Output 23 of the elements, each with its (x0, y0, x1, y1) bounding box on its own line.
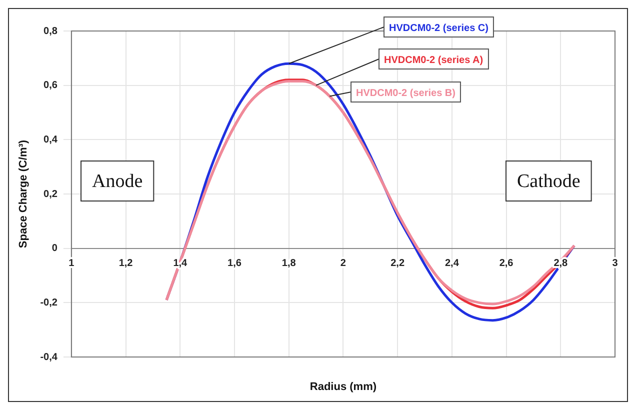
y-tick-label: 0,2 (44, 188, 58, 200)
x-tick-label: 2,2 (390, 258, 405, 270)
x-tick-label: 2,4 (444, 258, 460, 270)
y-tick-label: 0,8 (44, 26, 58, 37)
text: HVDCM0-2 (series C) (389, 22, 488, 34)
text: HVDCM0-2 (series A) (384, 54, 484, 66)
annotation: Cathode (517, 170, 580, 192)
x-tick-label: 1,8 (282, 258, 296, 270)
annotation: Anode (92, 170, 143, 192)
x-tick-label: 1,6 (228, 258, 242, 270)
y-axis-title: Space Charge (C/m³) (18, 140, 30, 248)
x-tick-label: 2 (340, 258, 346, 270)
y-tick-label: 0,4 (44, 134, 58, 146)
x-tick-label: 1,4 (173, 258, 188, 270)
x-tick-label: 2,8 (554, 258, 568, 270)
x-axis-title: Radius (mm) (310, 381, 377, 394)
y-tick-label: -0,4 (40, 352, 58, 363)
x-tick-label: 1,2 (118, 258, 134, 270)
series-label: HVDCM0-2 (series B) (356, 88, 456, 99)
x-tick-label: 2,6 (499, 258, 514, 270)
y-tick-label: 0,6 (44, 80, 58, 92)
y-tick-label: -0,2 (40, 297, 58, 308)
y-tick-label: 0 (52, 243, 58, 254)
